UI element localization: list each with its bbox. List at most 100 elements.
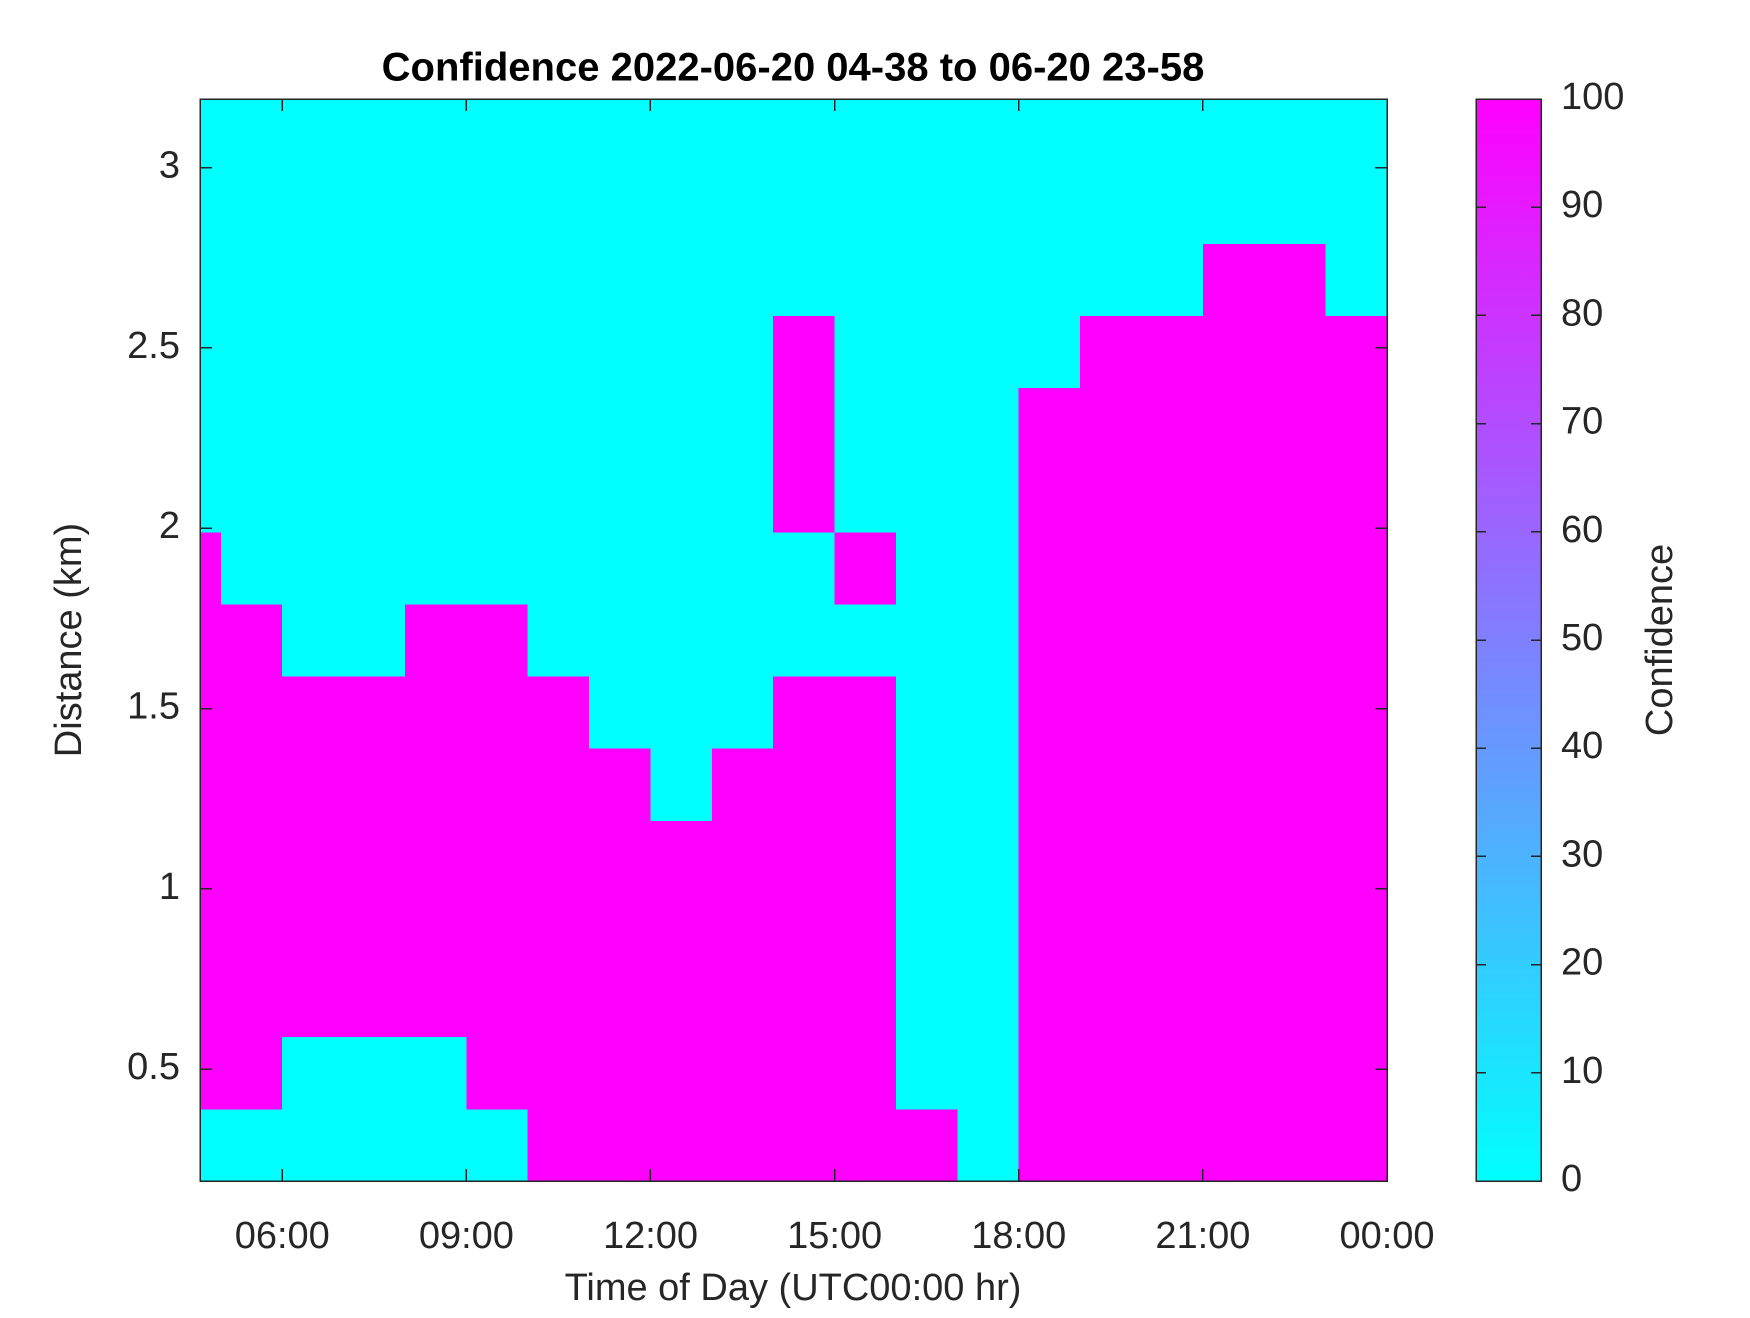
heat-cell <box>895 99 958 172</box>
heat-cell <box>650 1108 713 1182</box>
heat-cell <box>711 243 774 316</box>
heat-cell <box>343 99 406 172</box>
heat-cell <box>1141 603 1204 677</box>
heat-cell <box>466 892 529 966</box>
x-axis-label: Time of Day (UTC00:00 hr) <box>565 1267 1022 1309</box>
heat-cell <box>650 820 713 893</box>
heat-cell <box>1202 99 1265 172</box>
heat-cell <box>895 964 958 1038</box>
heat-cell <box>1018 1036 1081 1110</box>
heat-cell <box>895 603 958 677</box>
heat-cell <box>527 531 590 605</box>
heat-cell <box>343 676 406 749</box>
heat-cell <box>957 820 1020 893</box>
heat-cell <box>773 1036 836 1110</box>
heat-cell <box>466 315 529 389</box>
heat-cell <box>773 315 836 389</box>
heat-cell <box>200 315 222 389</box>
heat-cell <box>404 99 467 172</box>
heat-cell <box>589 459 651 533</box>
heat-cell <box>200 387 222 461</box>
heat-cell <box>200 531 222 605</box>
heat-cell <box>1264 748 1327 821</box>
heat-cell <box>589 315 651 389</box>
heat-cell <box>589 820 651 893</box>
heat-cell <box>282 1108 345 1182</box>
heat-cell <box>834 531 897 605</box>
heat-cell <box>650 964 713 1038</box>
heat-cell <box>1264 387 1327 461</box>
x-tick-label: 00:00 <box>1339 1215 1434 1257</box>
y-tick-label: 2.5 <box>127 325 180 367</box>
heat-cell <box>1018 531 1081 605</box>
heat-cell <box>1264 99 1327 172</box>
heat-cell <box>466 459 529 533</box>
heat-cell <box>773 243 836 316</box>
heat-cell <box>957 531 1020 605</box>
heat-cell <box>1202 603 1265 677</box>
heat-cell <box>527 892 590 966</box>
heat-cell <box>343 748 406 821</box>
heat-cell <box>711 99 774 172</box>
heat-cell <box>650 243 713 316</box>
heat-cell <box>1080 171 1142 244</box>
heat-cell <box>1264 171 1327 244</box>
heat-cell <box>1325 676 1388 749</box>
heat-cell <box>589 964 651 1038</box>
heat-cell <box>834 820 897 893</box>
heat-cell <box>1325 459 1388 533</box>
heat-cell <box>650 171 713 244</box>
heat-cell <box>711 748 774 821</box>
y-tick-label: 2 <box>159 505 180 547</box>
heat-cell <box>1018 459 1081 533</box>
heat-cell <box>1325 748 1388 821</box>
heat-cell <box>404 387 467 461</box>
heat-cell <box>404 243 467 316</box>
heat-cell <box>466 171 529 244</box>
heat-cell <box>895 387 958 461</box>
heat-cell <box>773 820 836 893</box>
heat-cell <box>527 243 590 316</box>
heat-cell <box>343 603 406 677</box>
x-tick-label: 15:00 <box>787 1215 882 1257</box>
heat-cell <box>1018 387 1081 461</box>
heat-cell <box>895 1036 958 1110</box>
heat-cell <box>711 531 774 605</box>
y-tick-label: 1.5 <box>127 686 180 728</box>
heat-cell <box>1141 171 1204 244</box>
heat-cell <box>404 676 467 749</box>
heat-cell <box>957 315 1020 389</box>
heat-cell <box>895 459 958 533</box>
heat-cell <box>773 748 836 821</box>
heat-cell <box>282 315 345 389</box>
heat-cell <box>834 964 897 1038</box>
heat-cell <box>957 171 1020 244</box>
heat-cell <box>1141 892 1204 966</box>
heat-cell <box>1325 1108 1388 1182</box>
plot-frame <box>199 98 1388 1182</box>
heat-cell <box>343 1108 406 1182</box>
heat-cell <box>711 387 774 461</box>
colorbar-tick-label: 80 <box>1561 292 1603 334</box>
x-tick-label: 09:00 <box>419 1215 514 1257</box>
heat-cell <box>282 531 345 605</box>
heat-cell <box>1080 964 1142 1038</box>
y-tick-label: 1 <box>159 866 180 908</box>
heat-cell <box>1202 676 1265 749</box>
heat-cell <box>650 315 713 389</box>
heat-cell <box>1141 315 1204 389</box>
heat-cell <box>895 820 958 893</box>
y-tick-label: 0.5 <box>127 1046 180 1088</box>
heat-cell <box>650 1036 713 1110</box>
heat-cell <box>711 892 774 966</box>
heat-cell <box>957 676 1020 749</box>
heat-cell <box>711 603 774 677</box>
heat-cell <box>957 99 1020 172</box>
heat-cell <box>200 171 222 244</box>
heat-cell <box>1264 243 1327 316</box>
heat-cell <box>282 171 345 244</box>
heat-cell <box>200 603 222 677</box>
heat-cell <box>957 748 1020 821</box>
heat-cell <box>1141 531 1204 605</box>
heat-cell <box>589 676 651 749</box>
